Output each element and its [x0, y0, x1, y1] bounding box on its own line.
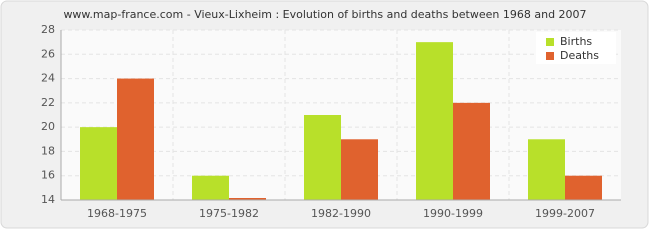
- bar: [416, 42, 453, 201]
- x-tick-label: 1999-2007: [535, 207, 595, 220]
- x-tick-label: 1982-1990: [311, 207, 371, 220]
- x-tick-label: 1975-1982: [199, 207, 259, 220]
- y-tick-label: 26: [41, 47, 55, 60]
- bar: [229, 198, 266, 200]
- y-tick-label: 20: [41, 120, 55, 133]
- x-tick-label: 1968-1975: [87, 207, 147, 220]
- bar: [528, 139, 565, 200]
- bar: [565, 175, 602, 200]
- y-tick-label: 22: [41, 96, 55, 109]
- y-tick-label: 24: [41, 72, 55, 85]
- y-tick-label: 28: [41, 23, 55, 36]
- y-tick-label: 14: [41, 193, 55, 206]
- bar: [453, 102, 490, 200]
- legend-swatch: [546, 38, 554, 46]
- y-tick-label: 18: [41, 144, 55, 157]
- chart: www.map-france.com - Vieux-Lixheim : Evo…: [0, 0, 649, 229]
- x-tick-label: 1990-1999: [423, 207, 483, 220]
- legend-swatch: [546, 52, 554, 60]
- bar: [192, 175, 229, 200]
- legend-label: Deaths: [560, 49, 599, 62]
- bar: [117, 78, 154, 200]
- y-tick-label: 16: [41, 169, 55, 182]
- bar: [341, 139, 378, 200]
- bar: [304, 115, 341, 200]
- chart-title: www.map-france.com - Vieux-Lixheim : Evo…: [63, 8, 586, 21]
- bar: [80, 127, 117, 200]
- legend-label: Births: [560, 35, 592, 48]
